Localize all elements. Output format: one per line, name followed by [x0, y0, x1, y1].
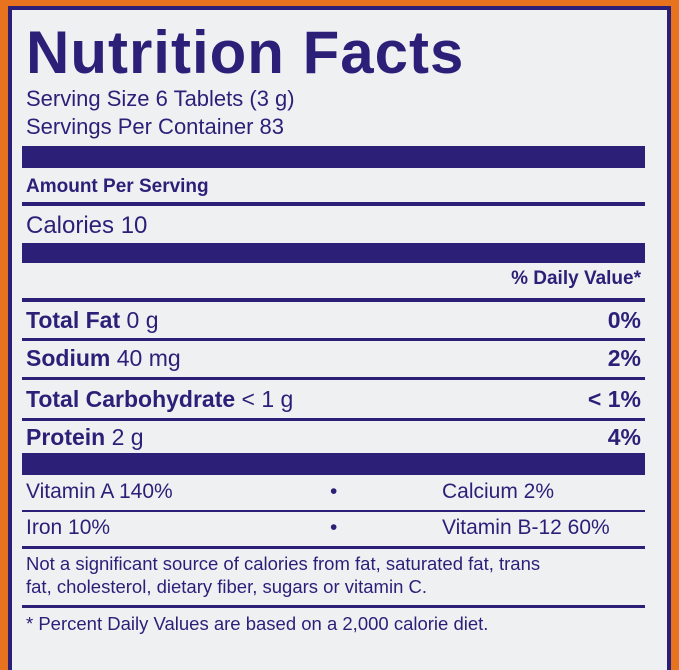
serving-size: Serving Size 6 Tablets (3 g) [26, 86, 295, 111]
divider [22, 298, 645, 302]
nutrient-row: Protein 2 g [26, 424, 144, 451]
divider [22, 202, 645, 206]
divider [22, 546, 645, 549]
divider [22, 338, 645, 341]
nutrient-dv: 4% [607, 424, 641, 450]
nutrient-dv: 2% [607, 345, 641, 371]
note-line-1: Not a significant source of calories fro… [26, 553, 541, 574]
nutrient-amount: 2 g [111, 424, 144, 450]
divider [22, 605, 645, 608]
label-title: Nutrition Facts [26, 19, 465, 86]
thick-divider [22, 453, 645, 475]
vitamin-separator: • [330, 480, 338, 503]
nutrient-amount: 40 mg [116, 345, 181, 371]
servings-per-container: Servings Per Container 83 [26, 114, 285, 139]
thick-divider [22, 146, 645, 168]
nutrient-dv: 0% [607, 307, 641, 333]
calories: Calories 10 [26, 212, 148, 239]
vitamin-right: Vitamin B-12 60% [442, 516, 610, 539]
vitamin-left: Iron 10% [26, 516, 111, 539]
nutrient-dv: < 1% [587, 386, 641, 412]
nutrient-name: Sodium [26, 345, 111, 371]
vitamin-left: Vitamin A 140% [26, 480, 173, 503]
nutrient-name: Total Carbohydrate [26, 386, 236, 412]
divider [22, 418, 645, 421]
thick-divider [22, 243, 645, 263]
divider [22, 377, 645, 380]
note-line-2: fat, cholesterol, dietary fiber, sugars … [26, 576, 428, 597]
nutrient-row: Total Carbohydrate < 1 g [26, 386, 293, 413]
daily-value-header: % Daily Value* [511, 268, 641, 289]
nutrient-row: Sodium 40 mg [26, 345, 181, 372]
nutrient-amount: 0 g [126, 307, 159, 333]
vitamin-right: Calcium 2% [442, 480, 555, 503]
nutrient-amount: < 1 g [241, 386, 294, 412]
amount-per-serving: Amount Per Serving [26, 176, 209, 197]
divider [22, 510, 645, 512]
vitamin-separator: • [330, 516, 338, 539]
nutrient-row: Total Fat 0 g [26, 307, 159, 334]
footnote: * Percent Daily Values are based on a 2,… [26, 613, 489, 634]
nutrition-label: Nutrition Facts Serving Size 6 Tablets (… [8, 6, 671, 670]
nutrient-name: Total Fat [26, 307, 121, 333]
nutrient-name: Protein [26, 424, 106, 450]
